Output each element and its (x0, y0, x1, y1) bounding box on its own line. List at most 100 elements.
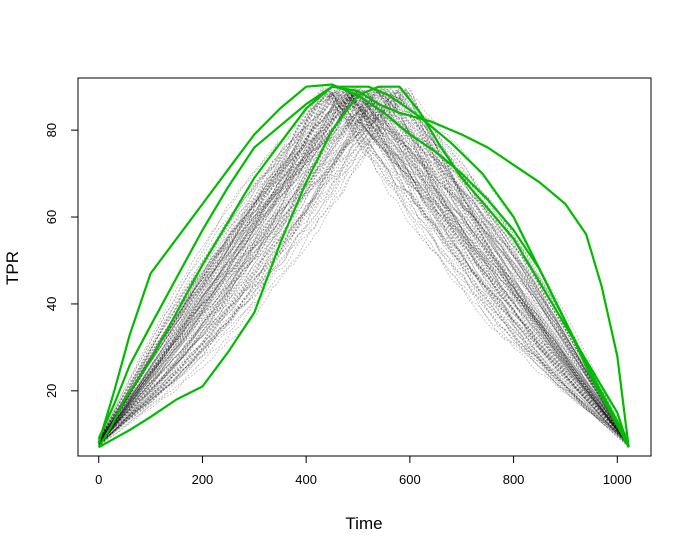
background-trace-line (98, 92, 626, 444)
background-trace-line (98, 93, 626, 442)
background-traces (98, 86, 626, 448)
background-trace-line (98, 93, 626, 447)
background-trace-line (98, 90, 626, 444)
background-trace-line (98, 89, 626, 448)
background-trace-line (98, 89, 626, 442)
background-trace-line (98, 90, 626, 444)
background-trace-line (98, 86, 626, 442)
background-trace-line (98, 91, 626, 445)
background-trace-line (98, 94, 626, 441)
x-tick-label: 800 (503, 472, 525, 487)
background-trace-line (98, 93, 626, 443)
background-trace-line (98, 95, 626, 441)
background-trace-line (98, 93, 626, 444)
background-trace-line (98, 87, 626, 446)
background-trace-line (98, 91, 626, 444)
background-trace-line (98, 87, 626, 448)
background-trace-line (98, 90, 626, 442)
background-trace-line (98, 90, 626, 440)
x-tick-label: 0 (95, 472, 102, 487)
y-axis-title: TPR (3, 251, 22, 285)
background-trace-line (98, 93, 626, 443)
background-trace-line (98, 86, 626, 442)
background-trace-line (98, 89, 626, 446)
background-trace-line (98, 95, 626, 444)
background-trace-line (98, 94, 626, 443)
background-trace-line (98, 89, 626, 444)
highlighted-trace-line (97, 85, 630, 448)
background-trace-line (98, 89, 626, 441)
x-axis: 0 200 400 600 800 1000 (95, 455, 632, 487)
background-trace-line (98, 89, 626, 444)
background-trace-line (98, 88, 626, 447)
background-trace-line (98, 90, 626, 443)
background-trace-line (98, 88, 626, 443)
background-trace-line (98, 91, 626, 444)
background-trace-line (98, 92, 626, 442)
background-trace-line (98, 93, 626, 445)
background-trace-line (98, 92, 626, 445)
background-trace-line (98, 96, 626, 446)
background-trace-line (98, 91, 626, 445)
background-trace-line (98, 92, 626, 445)
x-tick-label: 600 (399, 472, 421, 487)
background-trace-line (98, 88, 626, 442)
background-trace-line (98, 89, 626, 440)
background-trace-line (98, 90, 626, 441)
background-trace-line (98, 90, 626, 440)
background-trace-line (98, 89, 626, 445)
background-trace-line (98, 91, 626, 442)
y-tick-label: 80 (44, 123, 59, 137)
background-trace-line (98, 96, 626, 446)
background-trace-line (98, 91, 626, 446)
background-trace-line (98, 92, 626, 443)
background-trace-line (98, 87, 626, 443)
background-trace-line (98, 89, 626, 444)
background-trace-line (98, 87, 626, 442)
plot-frame (77, 77, 652, 457)
background-trace-line (98, 90, 626, 446)
background-trace-line (98, 91, 626, 444)
x-tick-label: 1000 (603, 472, 632, 487)
background-trace-line (98, 87, 626, 446)
background-trace-line (98, 90, 626, 444)
y-tick-label: 60 (44, 210, 59, 224)
background-trace-line (98, 96, 626, 445)
background-trace-line (98, 95, 626, 442)
background-trace-line (98, 86, 626, 445)
background-trace-line (98, 91, 626, 448)
y-tick-label: 20 (44, 384, 59, 398)
background-trace-line (98, 92, 626, 446)
background-trace-line (98, 91, 626, 445)
background-trace-line (98, 91, 626, 442)
background-trace-line (98, 87, 626, 448)
background-trace-line (98, 89, 626, 447)
background-trace-line (98, 98, 626, 440)
background-trace-line (98, 90, 626, 445)
background-trace-line (98, 90, 626, 442)
background-trace-line (98, 96, 626, 441)
background-trace-line (98, 89, 626, 445)
background-trace-line (98, 91, 626, 447)
background-trace-line (98, 87, 626, 447)
background-trace-line (98, 89, 626, 445)
background-trace-line (98, 91, 626, 445)
background-trace-line (98, 93, 626, 444)
background-trace-line (98, 87, 626, 446)
background-trace-line (98, 93, 626, 446)
background-trace-line (98, 88, 626, 443)
background-trace-line (98, 88, 626, 445)
background-trace-line (98, 92, 626, 447)
background-trace-line (98, 91, 626, 447)
background-trace-line (98, 92, 626, 446)
y-tick-label: 40 (44, 297, 59, 311)
background-trace-line (98, 93, 626, 441)
background-trace-line (98, 88, 626, 447)
background-trace-line (98, 94, 626, 441)
background-trace-line (98, 87, 626, 446)
background-trace-line (98, 96, 626, 444)
x-tick-label: 200 (192, 472, 214, 487)
background-trace-line (98, 88, 626, 442)
background-trace-line (98, 86, 626, 445)
